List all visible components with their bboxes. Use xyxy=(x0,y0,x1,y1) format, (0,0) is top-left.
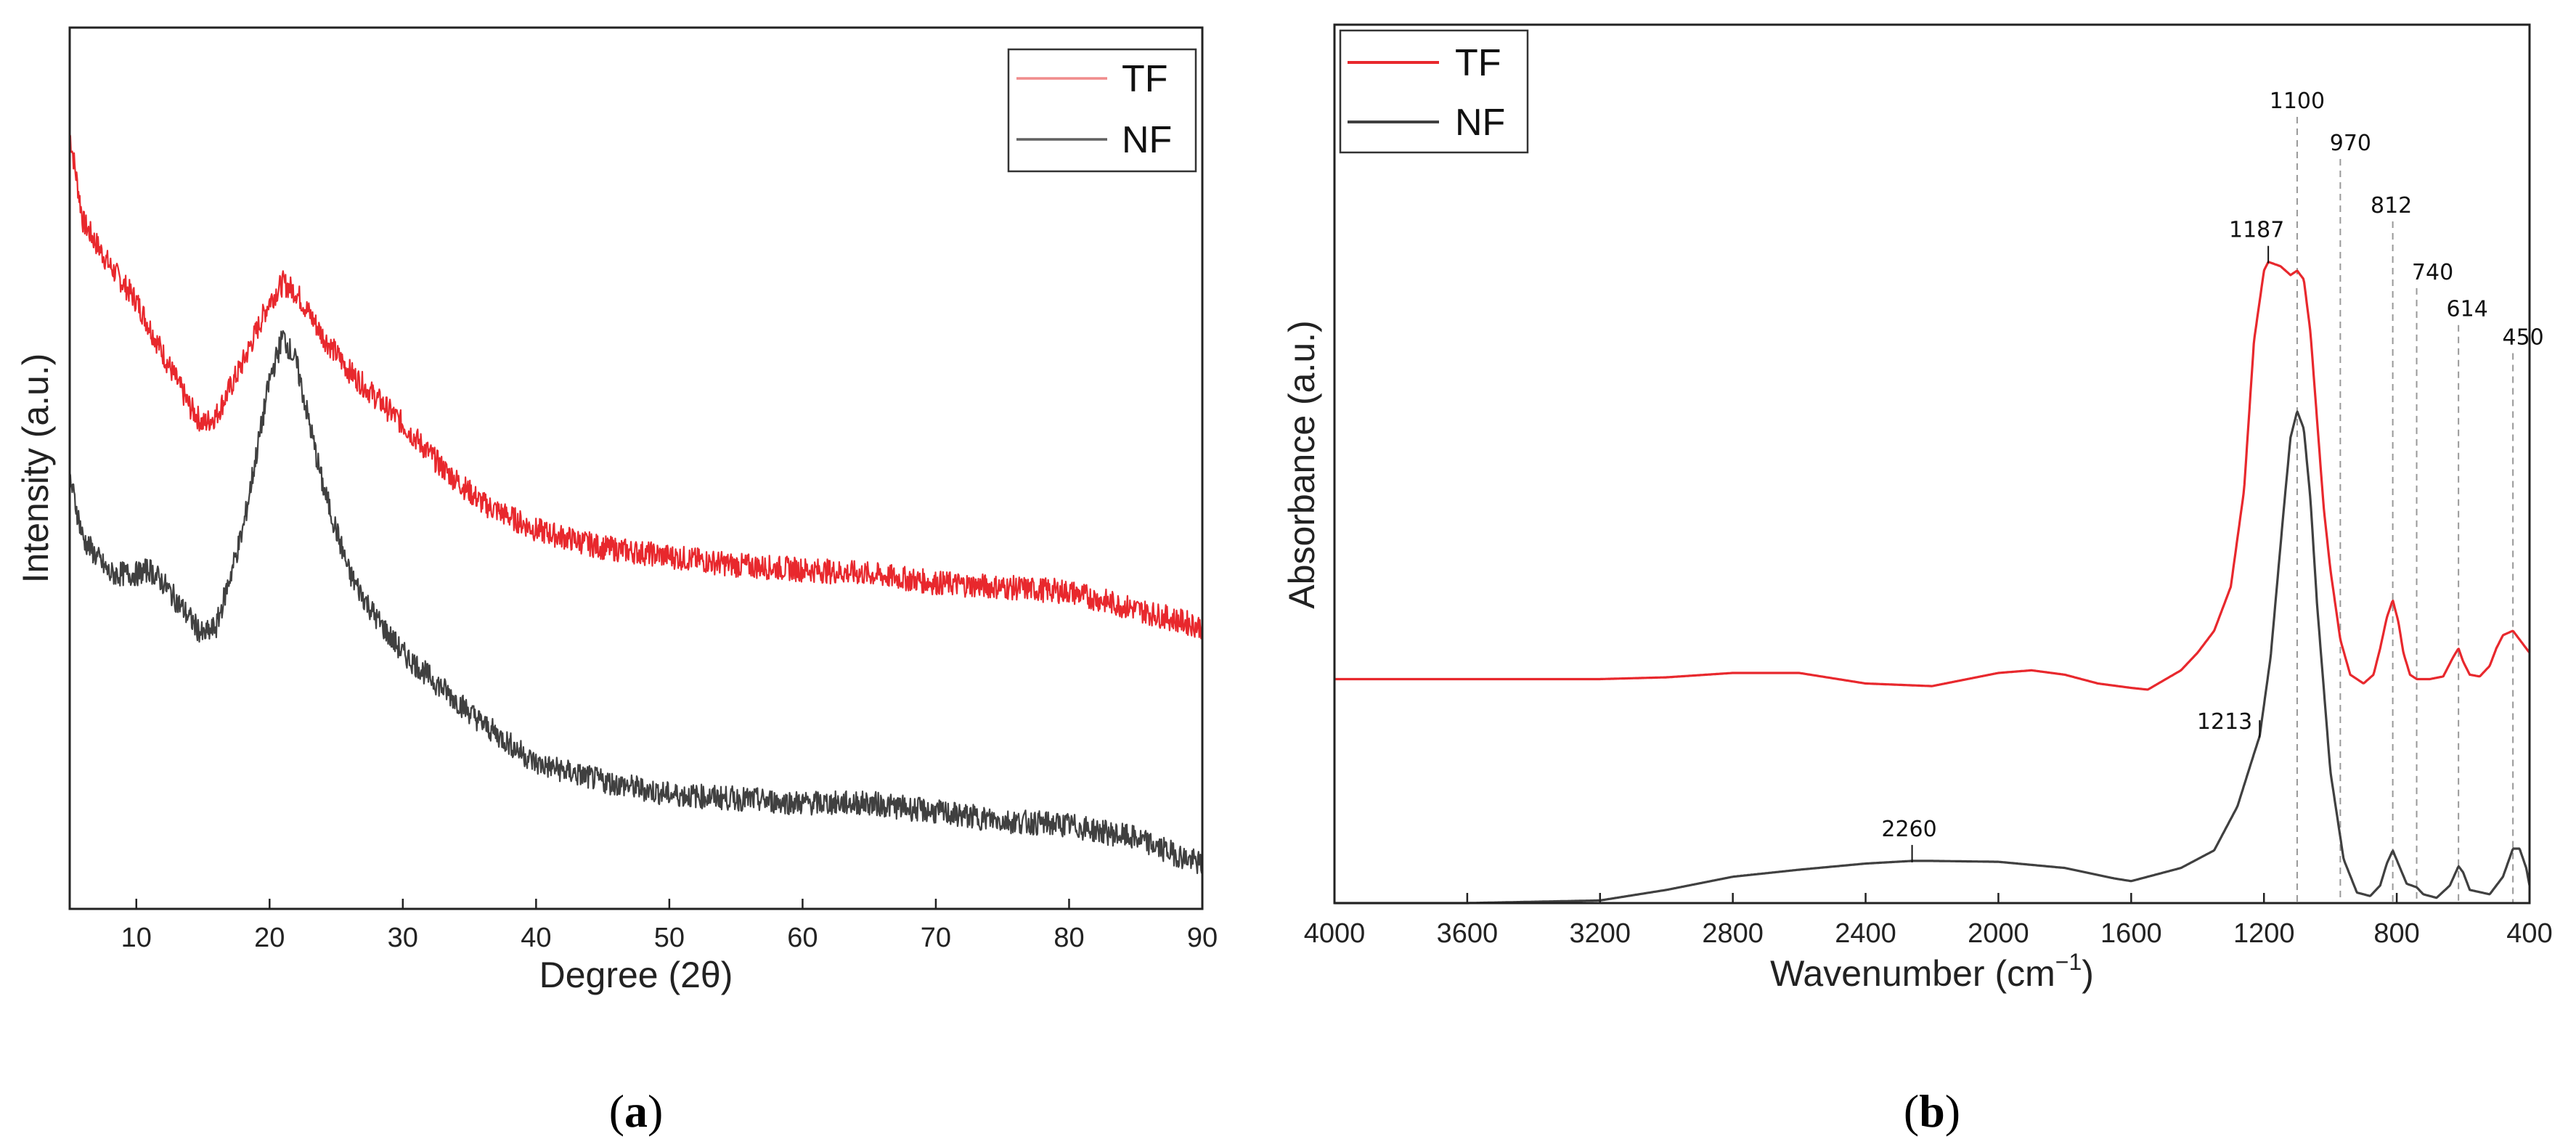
panel-b-x-tick-label: 4000 xyxy=(1304,918,1366,949)
panel-a-legend-label-nf: NF xyxy=(1122,119,1172,161)
panel-b-series-layer xyxy=(1334,261,2531,905)
panel-a-legend-label-tf: TF xyxy=(1122,58,1168,100)
panel-a-series-tf xyxy=(68,133,1204,640)
panel-a-x-tick-label: 20 xyxy=(254,923,285,953)
panel-a-x-tick-label: 90 xyxy=(1187,923,1218,953)
panel-b-x-tick-label: 3600 xyxy=(1437,918,1499,949)
panel-b-series-tf xyxy=(1334,261,2531,691)
panel-a-x-axis-title: Degree (2θ) xyxy=(539,955,733,995)
panel-b-peak-label-450: 450 xyxy=(2503,324,2544,350)
panel-b-legend-box xyxy=(1339,29,1529,154)
panel-a-series-nf xyxy=(68,330,1204,875)
panel-b-peak-label-1187: 1187 xyxy=(2229,218,2284,243)
panel-a-x-tick-label: 60 xyxy=(787,923,818,953)
panel-a-x-tick-label: 10 xyxy=(121,923,152,953)
panel-a-x-tick-label: 30 xyxy=(388,923,418,953)
panel-a-x-tick-label: 70 xyxy=(921,923,951,953)
panel-b-peak-label-812: 812 xyxy=(2371,193,2412,219)
panel-a-series-layer xyxy=(68,133,1204,875)
panel-b-x-tick-label: 1200 xyxy=(2233,918,2295,949)
panel-b-annotation-lines xyxy=(2296,116,2514,903)
panel-b-legend-label-tf: TF xyxy=(1455,42,1501,84)
panel-b-peak-label-1213: 1213 xyxy=(2197,709,2252,735)
panel-b-peak-label-614: 614 xyxy=(2447,297,2488,322)
panel-b-x-axis-title-sup: −1 xyxy=(2055,949,2082,975)
panel-b-series-nf xyxy=(1334,410,2531,905)
panel-b-x-axis-title: Wavenumber (cm−1) xyxy=(1770,949,2094,994)
panel-b-x-tick-label: 800 xyxy=(2373,918,2419,949)
panel-a-legend: TF NF xyxy=(1007,48,1197,173)
panel-b-legend-label-nf: NF xyxy=(1455,102,1505,144)
panel-a-caption-letter: a xyxy=(624,1085,648,1137)
panel-b-x-tick-label: 1600 xyxy=(2100,918,2162,949)
panel-b-caption-open: ( xyxy=(1904,1085,1919,1137)
panel-a-y-axis-title: Intensity (a.u.) xyxy=(15,354,56,584)
panel-b-x-tick-label: 400 xyxy=(2506,918,2552,949)
panel-b-x-tick-label: 3200 xyxy=(1570,918,1631,949)
panel-b-caption-close: ) xyxy=(1945,1085,1960,1137)
panel-b-caption-letter: b xyxy=(1919,1085,1945,1137)
panel-b-x-ticks: 4000 3600 3200 2800 2400 2000 1600 1200 800 400 xyxy=(1304,893,2553,949)
panel-a-x-tick-label: 40 xyxy=(521,923,551,953)
panel-b-x-axis-title-main: Wavenumber (cm xyxy=(1770,953,2055,994)
panel-b-x-tick-label: 2000 xyxy=(1968,918,2029,949)
panel-b-x-axis-title-end: ) xyxy=(2082,953,2094,994)
panel-a-xrd-chart: 10 20 30 40 50 60 70 80 90 Degree (2θ) Intensity… xyxy=(15,26,1218,1137)
panel-a-plot-frame xyxy=(68,26,1204,910)
panel-a-legend-box xyxy=(1007,48,1197,173)
panel-b-peak-label-2260: 2260 xyxy=(1881,817,1936,842)
panel-a-x-ticks: 10 20 30 40 50 60 70 80 90 xyxy=(121,899,1218,953)
panel-a-caption-close: ) xyxy=(648,1085,663,1137)
panel-b-peak-label-1100: 1100 xyxy=(2270,89,2325,114)
panel-b-plot-frame xyxy=(1333,23,2531,905)
panel-a-x-tick-label: 80 xyxy=(1053,923,1084,953)
panel-b-peak-label-740: 740 xyxy=(2412,260,2453,285)
panel-b-y-axis-title: Absorbance (a.u.) xyxy=(1281,320,1322,608)
panel-b-caption: (b) xyxy=(1904,1085,1960,1137)
panel-a-x-tick-label: 50 xyxy=(654,923,685,953)
panel-b-x-tick-label: 2400 xyxy=(1835,918,1896,949)
panel-b-x-tick-label: 2800 xyxy=(1702,918,1764,949)
panel-b-legend: TF NF xyxy=(1339,29,1529,154)
panel-a-caption: (a) xyxy=(609,1085,664,1137)
panel-a-caption-open: ( xyxy=(609,1085,624,1137)
panel-b-peak-label-970: 970 xyxy=(2330,131,2371,156)
